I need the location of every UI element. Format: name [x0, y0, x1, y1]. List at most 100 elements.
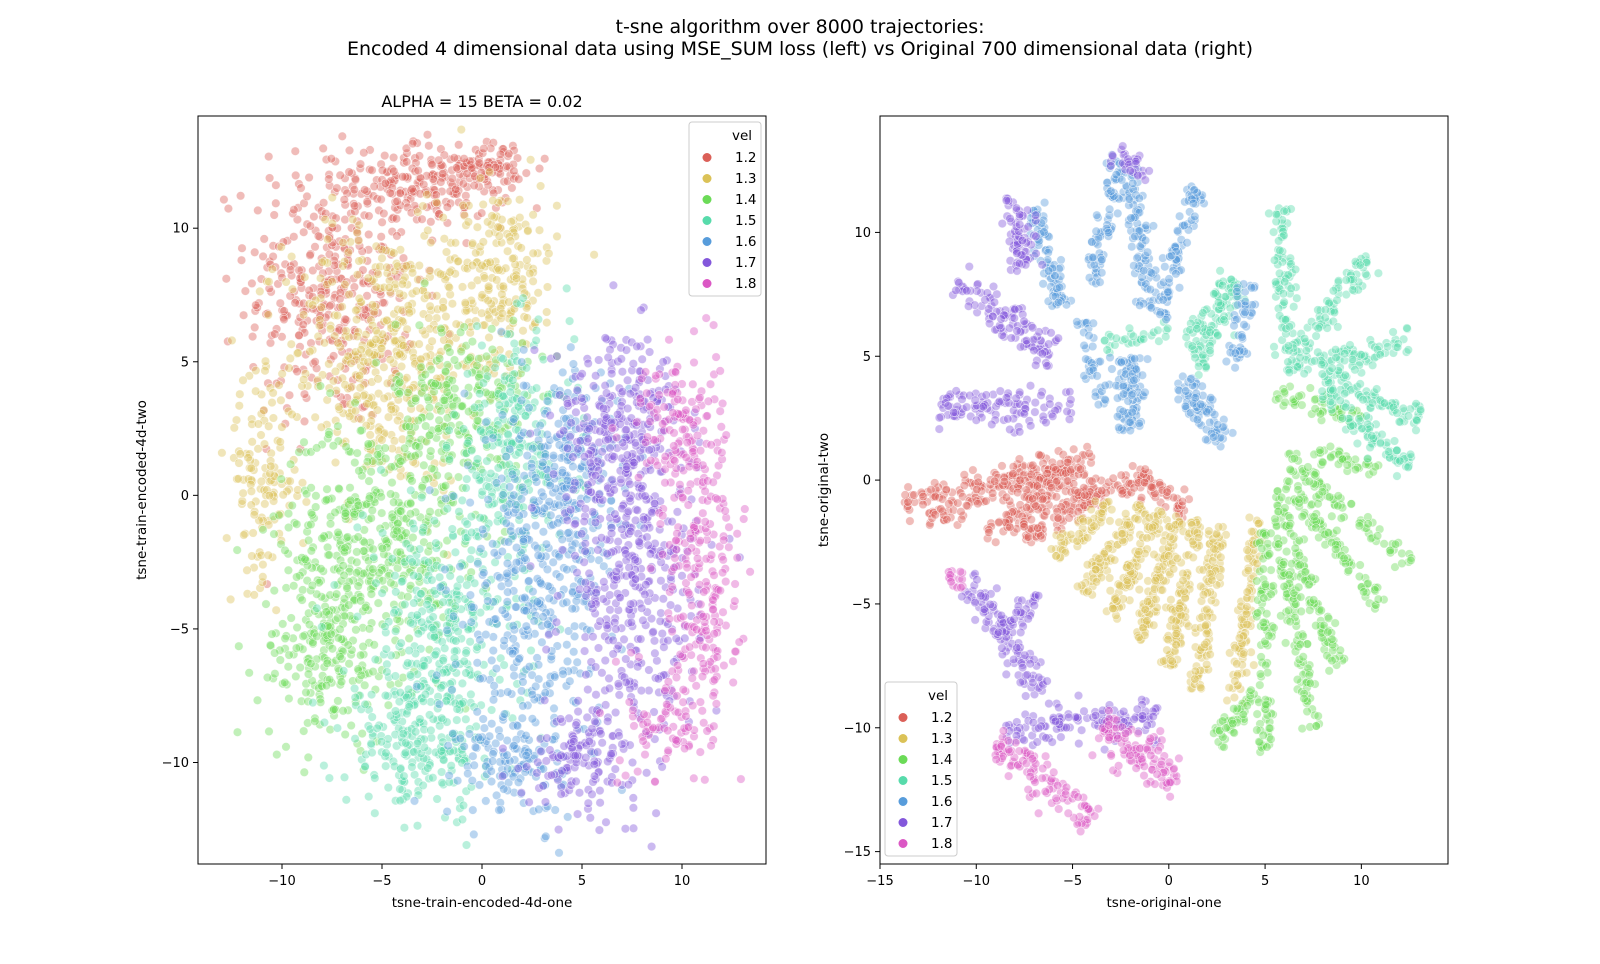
data-point — [458, 424, 469, 434]
data-point — [630, 515, 641, 526]
data-point — [566, 505, 576, 515]
data-point — [382, 268, 393, 278]
data-point — [449, 355, 460, 365]
data-point — [304, 619, 315, 630]
data-point — [534, 163, 545, 174]
data-point — [508, 315, 518, 326]
data-point — [521, 168, 531, 178]
data-point — [669, 562, 679, 573]
data-point — [381, 761, 391, 771]
data-point — [414, 320, 425, 330]
data-point — [670, 456, 680, 466]
data-point — [423, 392, 433, 403]
data-point — [438, 169, 448, 179]
data-point — [312, 443, 322, 453]
data-point — [387, 554, 397, 564]
data-point — [324, 359, 334, 369]
data-point — [508, 141, 518, 151]
data-point — [493, 222, 503, 232]
data-point — [400, 172, 411, 182]
data-point — [528, 443, 538, 454]
data-point — [718, 607, 728, 617]
data-point — [438, 597, 448, 607]
data-point — [270, 329, 280, 339]
data-point — [628, 793, 638, 803]
data-point — [551, 627, 561, 637]
data-point — [456, 327, 466, 337]
data-point — [470, 578, 480, 588]
data-point — [322, 279, 332, 290]
data-point — [323, 542, 333, 553]
data-point — [422, 171, 432, 181]
data-point — [278, 237, 289, 247]
data-point — [325, 181, 335, 191]
data-point — [322, 258, 333, 268]
data-point — [385, 275, 395, 286]
data-point — [475, 513, 485, 523]
data-point — [605, 443, 615, 453]
data-point — [366, 738, 376, 749]
data-point — [428, 612, 438, 622]
x-tick-label: 5 — [578, 874, 586, 889]
data-point — [689, 357, 699, 368]
data-point — [234, 458, 244, 468]
data-point — [450, 547, 461, 557]
data-point — [534, 225, 545, 235]
data-point — [298, 585, 308, 595]
data-point — [343, 351, 353, 361]
data-point — [368, 544, 378, 554]
data-point — [711, 699, 722, 709]
data-point — [368, 321, 378, 331]
data-point — [432, 670, 442, 680]
data-point — [407, 163, 418, 173]
data-point — [476, 426, 486, 436]
data-point — [997, 461, 1007, 471]
data-point — [322, 420, 332, 430]
data-point — [306, 546, 317, 556]
data-point — [496, 327, 506, 337]
data-point — [542, 619, 553, 629]
data-point — [577, 393, 587, 403]
data-point — [611, 657, 621, 667]
data-point — [583, 684, 593, 695]
data-point — [532, 597, 542, 607]
data-point — [440, 481, 451, 491]
data-point — [522, 451, 532, 461]
data-point — [457, 282, 468, 292]
data-point — [278, 619, 288, 629]
data-point — [529, 616, 539, 626]
data-point — [427, 160, 437, 170]
data-point — [419, 180, 429, 190]
data-point — [253, 205, 263, 215]
data-point — [393, 261, 403, 271]
data-point — [326, 154, 336, 164]
data-point — [646, 841, 657, 852]
data-point — [581, 752, 591, 763]
data-point — [305, 346, 315, 357]
data-point — [644, 665, 654, 675]
data-point — [301, 497, 312, 507]
data-point — [448, 491, 458, 501]
data-point — [456, 346, 466, 357]
data-point — [594, 825, 605, 835]
data-point — [344, 659, 354, 669]
data-point — [428, 624, 439, 634]
data-point — [595, 426, 605, 436]
data-point — [324, 174, 334, 184]
data-point — [444, 425, 454, 435]
data-point — [448, 611, 459, 621]
data-point — [606, 749, 616, 759]
data-point — [409, 747, 419, 757]
data-point — [442, 443, 452, 453]
data-point — [395, 377, 405, 387]
data-point — [366, 467, 376, 477]
data-point — [402, 373, 412, 383]
data-point — [364, 791, 374, 802]
data-point — [719, 535, 729, 545]
data-point — [506, 217, 516, 227]
data-point — [299, 198, 309, 208]
data-point — [572, 657, 582, 667]
data-point — [701, 642, 711, 653]
data-point — [286, 459, 296, 469]
data-point — [611, 624, 621, 634]
